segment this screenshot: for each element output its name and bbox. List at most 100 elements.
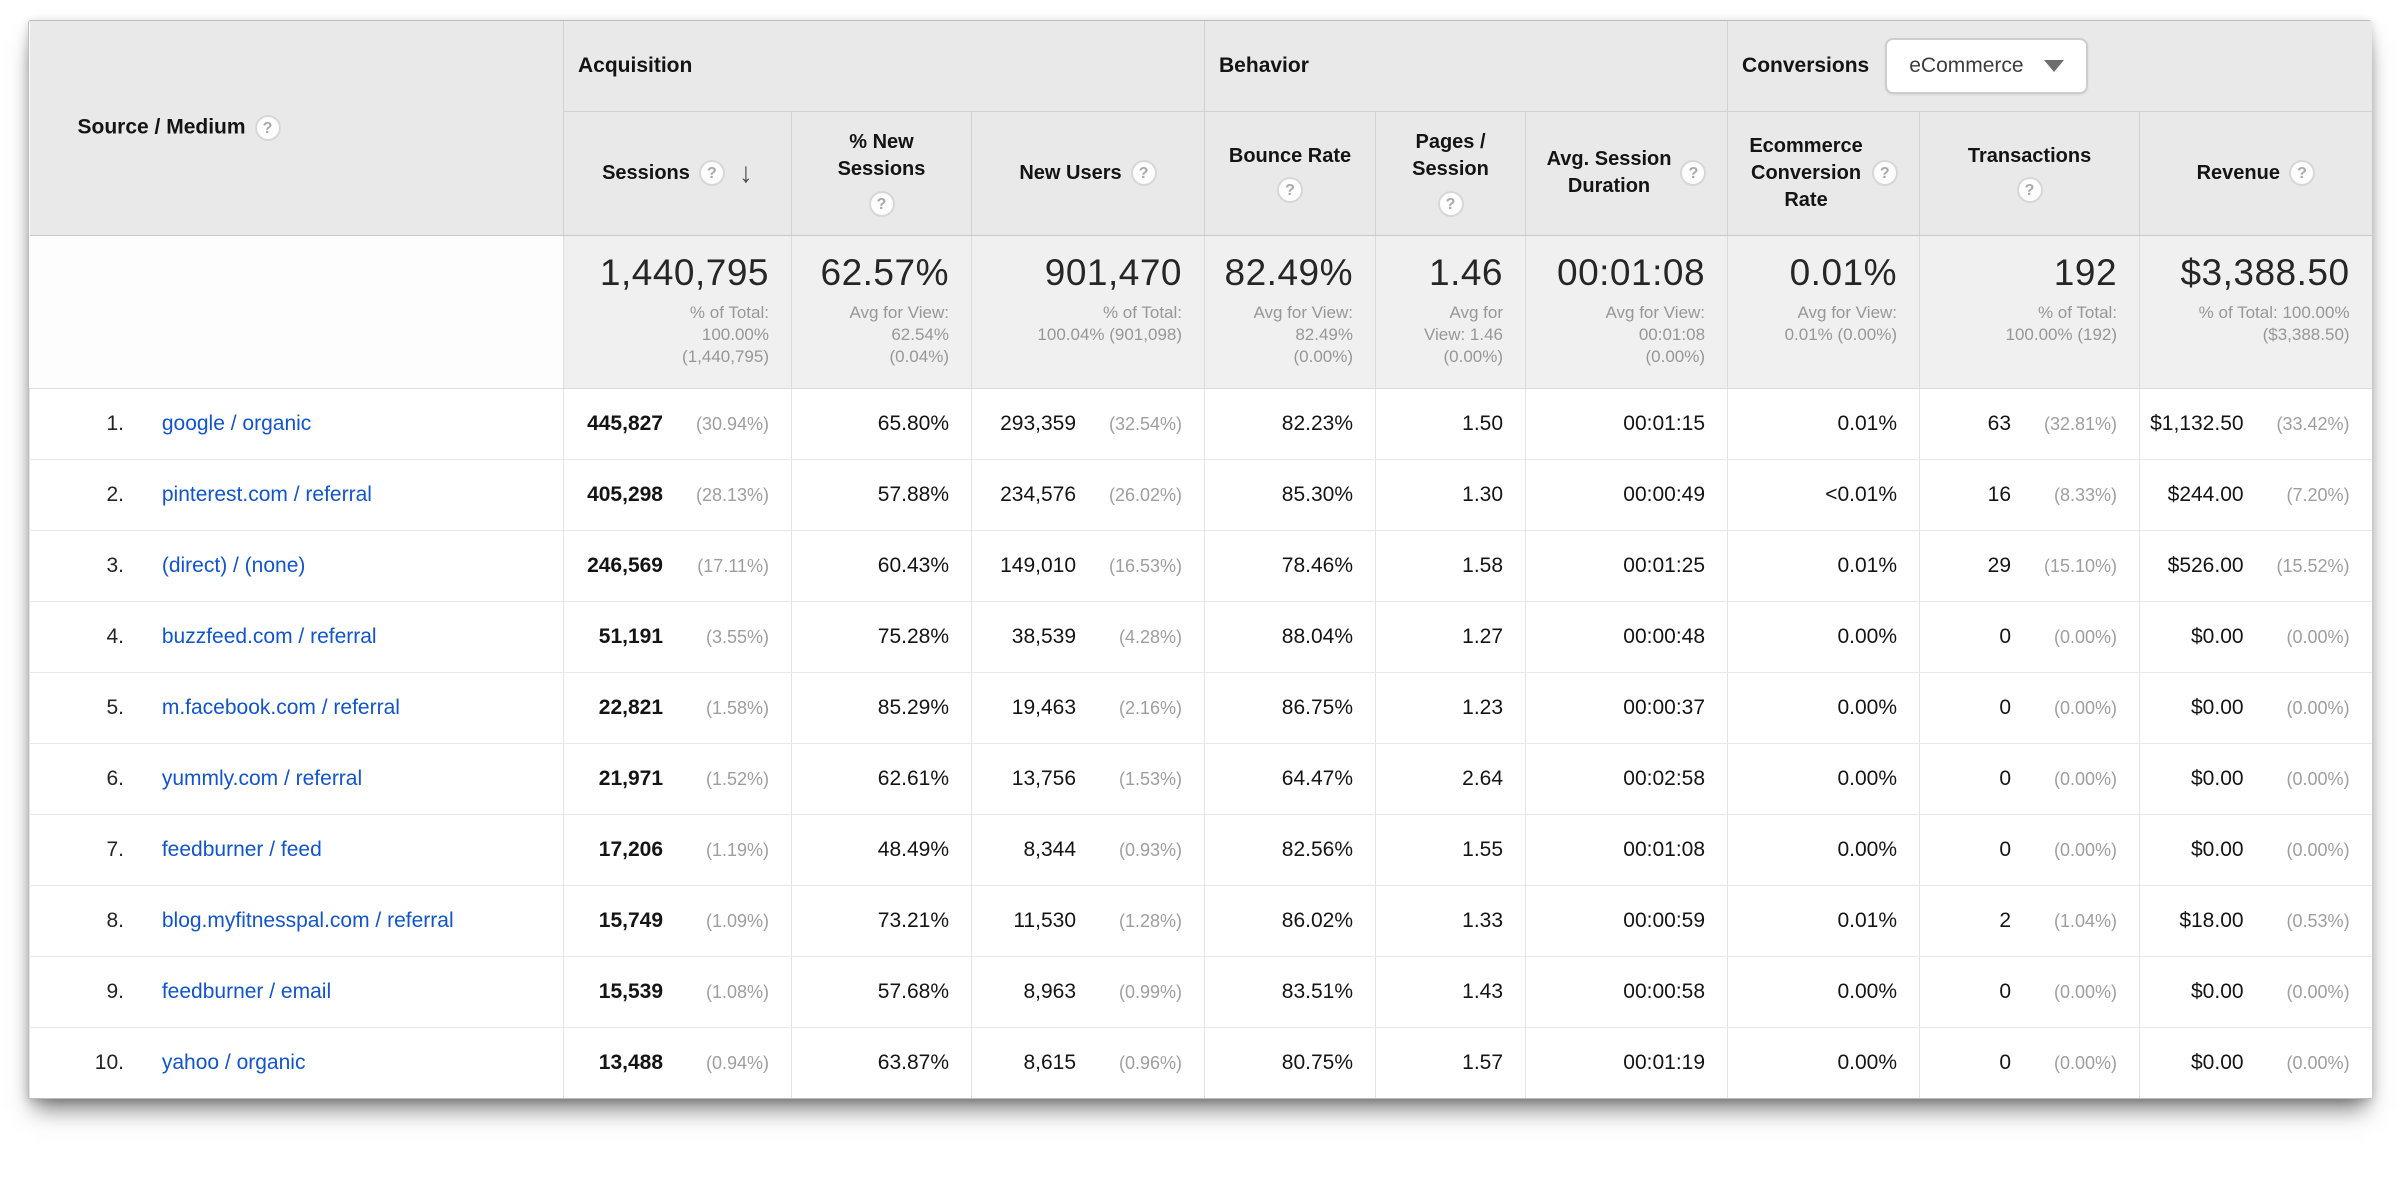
pages-session-cell: 1.43	[1375, 956, 1526, 1028]
row-rank: 7.	[106, 837, 124, 861]
source-medium-link[interactable]: (direct) / (none)	[161, 553, 306, 577]
sessions-cell: 51,191 (3.55%)	[563, 601, 792, 673]
help-icon[interactable]: ?	[1680, 160, 1707, 186]
source-medium-link[interactable]: blog.myfitnesspal.com / referral	[161, 908, 454, 932]
column-header-revenue[interactable]: Revenue?	[2139, 111, 2372, 236]
help-icon[interactable]: ?	[2288, 160, 2315, 187]
transactions-cell: 0 (0.00%)	[1919, 743, 2140, 815]
behavior-label: Behavior	[1219, 53, 1309, 77]
percent-new-sessions-cell: 62.61%	[791, 743, 972, 815]
ecommerce-conversion-rate-cell: 0.01%	[1727, 388, 1920, 460]
help-icon[interactable]: ?	[2016, 177, 2043, 204]
chevron-down-icon	[2043, 59, 2064, 72]
column-header-source-medium[interactable]: Source / Medium?	[29, 21, 564, 236]
row-rank: 2.	[106, 482, 124, 506]
source-medium-link[interactable]: google / organic	[161, 411, 312, 435]
percent-new-sessions-cell: 75.28%	[791, 601, 972, 673]
avg-session-duration-cell: 00:00:49	[1525, 459, 1728, 531]
totals-percent-new-sessions: 62.57% Avg for View: 62.54% (0.04%)	[791, 235, 972, 389]
new-users-cell: 8,615 (0.96%)	[970, 1027, 1205, 1098]
source-medium-table: Source / Medium? Acquisition Behavior Co…	[29, 21, 2372, 1098]
sessions-cell: 246,569 (17.11%)	[563, 530, 792, 602]
help-icon[interactable]: ?	[698, 160, 725, 186]
column-header-sessions[interactable]: Sessions? ↓	[563, 111, 792, 236]
transactions-cell: 2 (1.04%)	[1919, 885, 2140, 957]
help-icon[interactable]: ?	[1130, 160, 1157, 187]
sessions-cell: 15,539 (1.08%)	[563, 956, 792, 1028]
avg-session-duration-cell: 00:02:58	[1525, 743, 1728, 815]
percent-new-sessions-cell: 57.88%	[791, 459, 972, 531]
transactions-cell: 0 (0.00%)	[1919, 814, 2140, 886]
metric-header-row: Sessions? ↓ % New Sessions ? New Users? B…	[30, 111, 2372, 236]
sort-descending-icon[interactable]: ↓	[738, 157, 753, 189]
help-icon[interactable]: ?	[868, 190, 895, 217]
source-medium-cell: 1. google / organic	[29, 388, 564, 460]
transactions-cell: 0 (0.00%)	[1919, 672, 2140, 744]
source-medium-link[interactable]: buzzfeed.com / referral	[161, 624, 377, 648]
sessions-cell: 405,298 (28.13%)	[563, 459, 792, 531]
bounce-rate-cell: 86.75%	[1204, 672, 1376, 744]
ecommerce-conversion-rate-cell: 0.01%	[1727, 885, 1920, 957]
revenue-cell: $0.00 (0.00%)	[2139, 956, 2372, 1028]
table-row: 2. pinterest.com / referral 405,298 (28.1…	[29, 459, 2372, 531]
avg-session-duration-cell: 00:00:58	[1525, 956, 1728, 1028]
table-row: 10. yahoo / organic 13,488 (0.94%) 63.87%…	[29, 1027, 2372, 1098]
help-icon[interactable]: ?	[1437, 190, 1464, 217]
bounce-rate-cell: 82.56%	[1204, 814, 1376, 886]
revenue-cell: $0.00 (0.00%)	[2139, 601, 2372, 673]
conversions-goal-dropdown[interactable]: eCommerce	[1885, 37, 2088, 94]
row-rank: 9.	[106, 979, 124, 1003]
source-medium-link[interactable]: feedburner / feed	[161, 837, 322, 861]
help-icon[interactable]: ?	[1871, 160, 1898, 186]
group-header-conversions: Conversions eCommerce	[1727, 21, 2372, 112]
pages-session-cell: 1.57	[1375, 1027, 1526, 1098]
column-header-bounce-rate[interactable]: Bounce Rate ?	[1204, 111, 1376, 236]
ecommerce-conversion-rate-cell: <0.01%	[1727, 459, 1920, 531]
revenue-cell: $0.00 (0.00%)	[2139, 814, 2372, 886]
help-icon[interactable]: ?	[254, 114, 281, 141]
source-medium-link[interactable]: m.facebook.com / referral	[161, 695, 400, 719]
new-users-cell: 13,756 (1.53%)	[970, 743, 1205, 815]
column-header-new-users[interactable]: New Users?	[970, 111, 1205, 236]
help-icon[interactable]: ?	[1277, 177, 1304, 204]
revenue-cell: $0.00 (0.00%)	[2139, 1027, 2372, 1098]
pages-session-cell: 1.33	[1375, 885, 1526, 957]
percent-new-sessions-cell: 57.68%	[791, 956, 972, 1028]
ecommerce-conversion-rate-cell: 0.00%	[1727, 956, 1920, 1028]
revenue-cell: $0.00 (0.00%)	[2139, 672, 2372, 744]
percent-new-sessions-cell: 48.49%	[791, 814, 972, 886]
source-medium-cell: 10. yahoo / organic	[29, 1027, 564, 1098]
new-users-cell: 19,463 (2.16%)	[970, 672, 1205, 744]
column-header-avg-session-duration[interactable]: Avg. Session Duration?	[1525, 111, 1728, 236]
column-header-transactions[interactable]: Transactions ?	[1919, 111, 2140, 236]
table-row: 8. blog.myfitnesspal.com / referral 15,7…	[29, 885, 2372, 957]
source-medium-cell: 3. (direct) / (none)	[29, 530, 564, 602]
source-medium-cell: 2. pinterest.com / referral	[29, 459, 564, 531]
table-row: 6. yummly.com / referral 21,971 (1.52%) 6…	[29, 743, 2372, 815]
source-medium-link[interactable]: pinterest.com / referral	[161, 482, 372, 506]
row-rank: 6.	[106, 766, 124, 790]
column-header-ecommerce-conversion-rate[interactable]: Ecommerce Conversion Rate?	[1727, 111, 1920, 236]
source-medium-link[interactable]: yummly.com / referral	[161, 766, 363, 790]
source-medium-cell: 9. feedburner / email	[29, 956, 564, 1028]
source-medium-link[interactable]: feedburner / email	[161, 979, 332, 1003]
totals-ecommerce-conversion-rate: 0.01% Avg for View: 0.01% (0.00%)	[1727, 235, 1920, 389]
dropdown-selected-value: eCommerce	[1909, 53, 2024, 77]
revenue-cell: $18.00 (0.53%)	[2139, 885, 2372, 957]
transactions-cell: 0 (0.00%)	[1919, 1027, 2140, 1098]
totals-empty-cell	[29, 235, 564, 389]
percent-new-sessions-cell: 73.21%	[791, 885, 972, 957]
avg-session-duration-cell: 00:01:15	[1525, 388, 1728, 460]
table-row: 3. (direct) / (none) 246,569 (17.11%) 60.…	[29, 530, 2372, 602]
sessions-cell: 22,821 (1.58%)	[563, 672, 792, 744]
source-medium-link[interactable]: yahoo / organic	[161, 1050, 306, 1074]
sessions-cell: 445,827 (30.94%)	[563, 388, 792, 460]
column-header-percent-new-sessions[interactable]: % New Sessions ?	[791, 111, 972, 236]
row-rank: 4.	[106, 624, 124, 648]
totals-new-users: 901,470% of Total: 100.04% (901,098)	[970, 235, 1205, 389]
column-header-pages-session[interactable]: Pages / Session ?	[1375, 111, 1526, 236]
table-row: 4. buzzfeed.com / referral 51,191 (3.55%)…	[29, 601, 2372, 673]
bounce-rate-cell: 86.02%	[1204, 885, 1376, 957]
source-medium-cell: 7. feedburner / feed	[29, 814, 564, 886]
ecommerce-conversion-rate-cell: 0.01%	[1727, 530, 1920, 602]
